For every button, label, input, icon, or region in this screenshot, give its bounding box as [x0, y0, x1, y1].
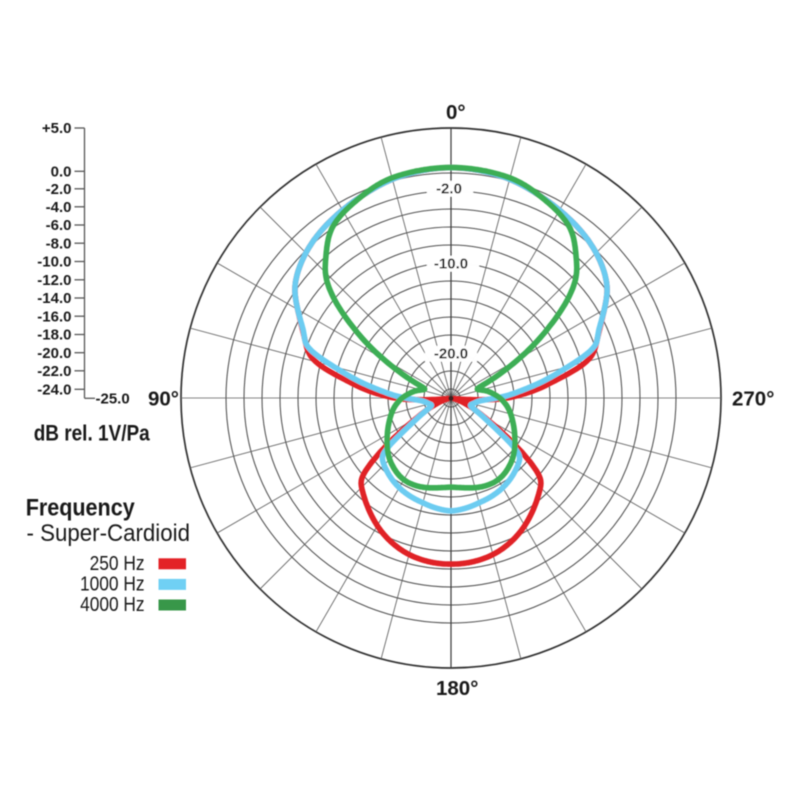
svg-text:-18.0: -18.0: [37, 327, 71, 344]
svg-text:-20.0: -20.0: [434, 346, 468, 363]
svg-text:-8.0: -8.0: [46, 235, 72, 252]
svg-text:-4.0: -4.0: [46, 199, 72, 216]
svg-text:-2.0: -2.0: [436, 181, 462, 198]
svg-text:-10.0: -10.0: [37, 254, 71, 271]
svg-text:-20.0: -20.0: [37, 345, 71, 362]
svg-text:-12.0: -12.0: [37, 272, 71, 289]
svg-text:90°: 90°: [148, 388, 179, 411]
svg-text:-10.0: -10.0: [434, 256, 468, 273]
svg-text:- Super-Cardioid: - Super-Cardioid: [27, 520, 191, 547]
svg-text:270°: 270°: [732, 388, 774, 411]
svg-text:-25.0: -25.0: [96, 391, 130, 408]
svg-text:dB rel. 1V/Pa: dB rel. 1V/Pa: [34, 421, 151, 446]
svg-text:180°: 180°: [436, 677, 478, 700]
svg-text:4000 Hz: 4000 Hz: [80, 593, 145, 616]
svg-text:Frequency: Frequency: [26, 495, 135, 522]
svg-text:-6.0: -6.0: [46, 217, 72, 234]
svg-text:-2.0: -2.0: [46, 181, 72, 198]
svg-text:1000 Hz: 1000 Hz: [80, 573, 145, 596]
svg-text:250 Hz: 250 Hz: [90, 552, 145, 575]
svg-text:-24.0: -24.0: [37, 382, 71, 399]
svg-text:+5.0: +5.0: [42, 120, 72, 137]
svg-text:0.0: 0.0: [51, 164, 72, 181]
svg-text:-22.0: -22.0: [37, 363, 71, 380]
svg-text:0°: 0°: [446, 101, 466, 124]
svg-text:-16.0: -16.0: [37, 308, 71, 325]
svg-text:-14.0: -14.0: [37, 290, 71, 307]
